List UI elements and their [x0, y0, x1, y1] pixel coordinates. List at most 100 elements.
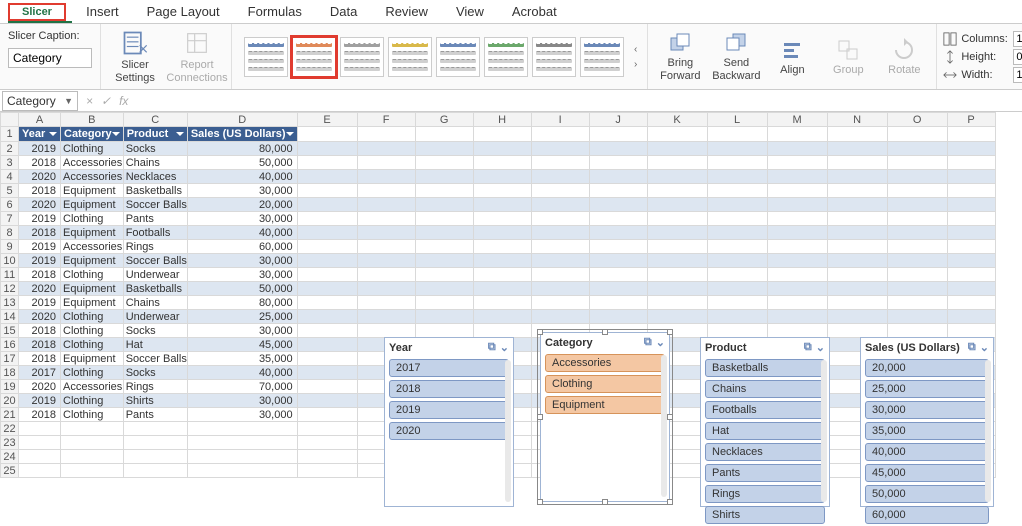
table-cell[interactable]: 20,000 [187, 198, 297, 212]
slicer-settings-button[interactable]: Slicer Settings [107, 29, 163, 83]
empty-cell[interactable] [415, 212, 473, 226]
table-cell[interactable]: Equipment [61, 226, 124, 240]
table-cell[interactable]: 50,000 [187, 156, 297, 170]
table-cell[interactable]: 2020 [19, 198, 61, 212]
tab-slicer[interactable]: Slicer [8, 3, 66, 21]
empty-cell[interactable] [473, 156, 531, 170]
table-cell[interactable]: Accessories [61, 380, 124, 394]
row-header[interactable]: 12 [1, 282, 19, 296]
empty-cell[interactable] [647, 198, 707, 212]
slicer-sales[interactable]: Sales (US Dollars)⧉⌄20,00025,00030,00035… [860, 337, 994, 507]
empty-cell[interactable] [297, 464, 357, 478]
empty-cell[interactable] [707, 212, 767, 226]
empty-cell[interactable] [297, 127, 357, 142]
slicer-item[interactable]: Necklaces [705, 443, 825, 461]
empty-cell[interactable] [297, 170, 357, 184]
empty-cell[interactable] [357, 282, 415, 296]
empty-cell[interactable] [61, 422, 124, 436]
empty-cell[interactable] [947, 198, 995, 212]
empty-cell[interactable] [415, 170, 473, 184]
table-cell[interactable]: Necklaces [123, 170, 187, 184]
empty-cell[interactable] [707, 282, 767, 296]
empty-cell[interactable] [887, 296, 947, 310]
empty-cell[interactable] [415, 184, 473, 198]
style-preset[interactable] [340, 37, 384, 77]
empty-cell[interactable] [827, 282, 887, 296]
empty-cell[interactable] [767, 240, 827, 254]
empty-cell[interactable] [531, 142, 589, 156]
table-cell[interactable]: Soccer Balls [123, 352, 187, 366]
empty-cell[interactable] [947, 282, 995, 296]
empty-cell[interactable] [589, 226, 647, 240]
table-cell[interactable]: Rings [123, 240, 187, 254]
table-cell[interactable]: 40,000 [187, 226, 297, 240]
empty-cell[interactable] [473, 254, 531, 268]
width-input[interactable] [1013, 67, 1022, 83]
empty-cell[interactable] [589, 127, 647, 142]
empty-cell[interactable] [947, 127, 995, 142]
empty-cell[interactable] [187, 436, 297, 450]
empty-cell[interactable] [473, 170, 531, 184]
empty-cell[interactable] [531, 226, 589, 240]
table-cell[interactable]: 2019 [19, 254, 61, 268]
empty-cell[interactable] [947, 324, 995, 338]
table-cell[interactable]: 2018 [19, 156, 61, 170]
table-cell[interactable]: 2018 [19, 352, 61, 366]
styles-more-button[interactable]: ‹› [630, 44, 641, 70]
table-header-cell[interactable]: Year [19, 127, 60, 141]
empty-cell[interactable] [531, 212, 589, 226]
table-cell[interactable]: Clothing [61, 212, 124, 226]
table-cell[interactable]: Clothing [61, 310, 124, 324]
empty-cell[interactable] [473, 127, 531, 142]
empty-cell[interactable] [767, 296, 827, 310]
empty-cell[interactable] [707, 226, 767, 240]
empty-cell[interactable] [415, 282, 473, 296]
table-cell[interactable]: 2019 [19, 296, 61, 310]
empty-cell[interactable] [473, 296, 531, 310]
table-cell[interactable]: Chains [123, 296, 187, 310]
empty-cell[interactable] [357, 170, 415, 184]
column-header[interactable]: F [357, 113, 415, 127]
empty-cell[interactable] [297, 254, 357, 268]
slicer-item[interactable]: 45,000 [865, 464, 989, 482]
empty-cell[interactable] [947, 240, 995, 254]
row-header[interactable]: 1 [1, 127, 19, 142]
empty-cell[interactable] [887, 226, 947, 240]
empty-cell[interactable] [357, 142, 415, 156]
style-preset[interactable] [532, 37, 576, 77]
empty-cell[interactable] [473, 324, 531, 338]
column-header[interactable]: I [531, 113, 589, 127]
align-button[interactable]: Align [766, 38, 818, 76]
empty-cell[interactable] [887, 310, 947, 324]
row-header[interactable]: 4 [1, 170, 19, 184]
tab-insert[interactable]: Insert [72, 1, 133, 22]
empty-cell[interactable] [647, 184, 707, 198]
empty-cell[interactable] [647, 156, 707, 170]
column-header[interactable]: G [415, 113, 473, 127]
empty-cell[interactable] [767, 310, 827, 324]
column-header[interactable]: D [187, 113, 297, 127]
empty-cell[interactable] [531, 156, 589, 170]
empty-cell[interactable] [767, 127, 827, 142]
selection-handle[interactable] [537, 414, 543, 420]
table-header-cell[interactable]: Product [124, 127, 187, 141]
empty-cell[interactable] [707, 240, 767, 254]
table-cell[interactable]: 70,000 [187, 380, 297, 394]
empty-cell[interactable] [473, 212, 531, 226]
row-header[interactable]: 2 [1, 142, 19, 156]
table-cell[interactable]: Equipment [61, 254, 124, 268]
empty-cell[interactable] [767, 282, 827, 296]
table-cell[interactable]: 2019 [19, 212, 61, 226]
empty-cell[interactable] [531, 184, 589, 198]
table-cell[interactable]: Socks [123, 142, 187, 156]
empty-cell[interactable] [357, 212, 415, 226]
empty-cell[interactable] [827, 324, 887, 338]
empty-cell[interactable] [357, 127, 415, 142]
column-header[interactable]: N [827, 113, 887, 127]
row-header[interactable]: 18 [1, 366, 19, 380]
slicer-scrollbar[interactable] [505, 360, 511, 502]
empty-cell[interactable] [531, 127, 589, 142]
empty-cell[interactable] [647, 142, 707, 156]
empty-cell[interactable] [647, 226, 707, 240]
row-header[interactable]: 17 [1, 352, 19, 366]
